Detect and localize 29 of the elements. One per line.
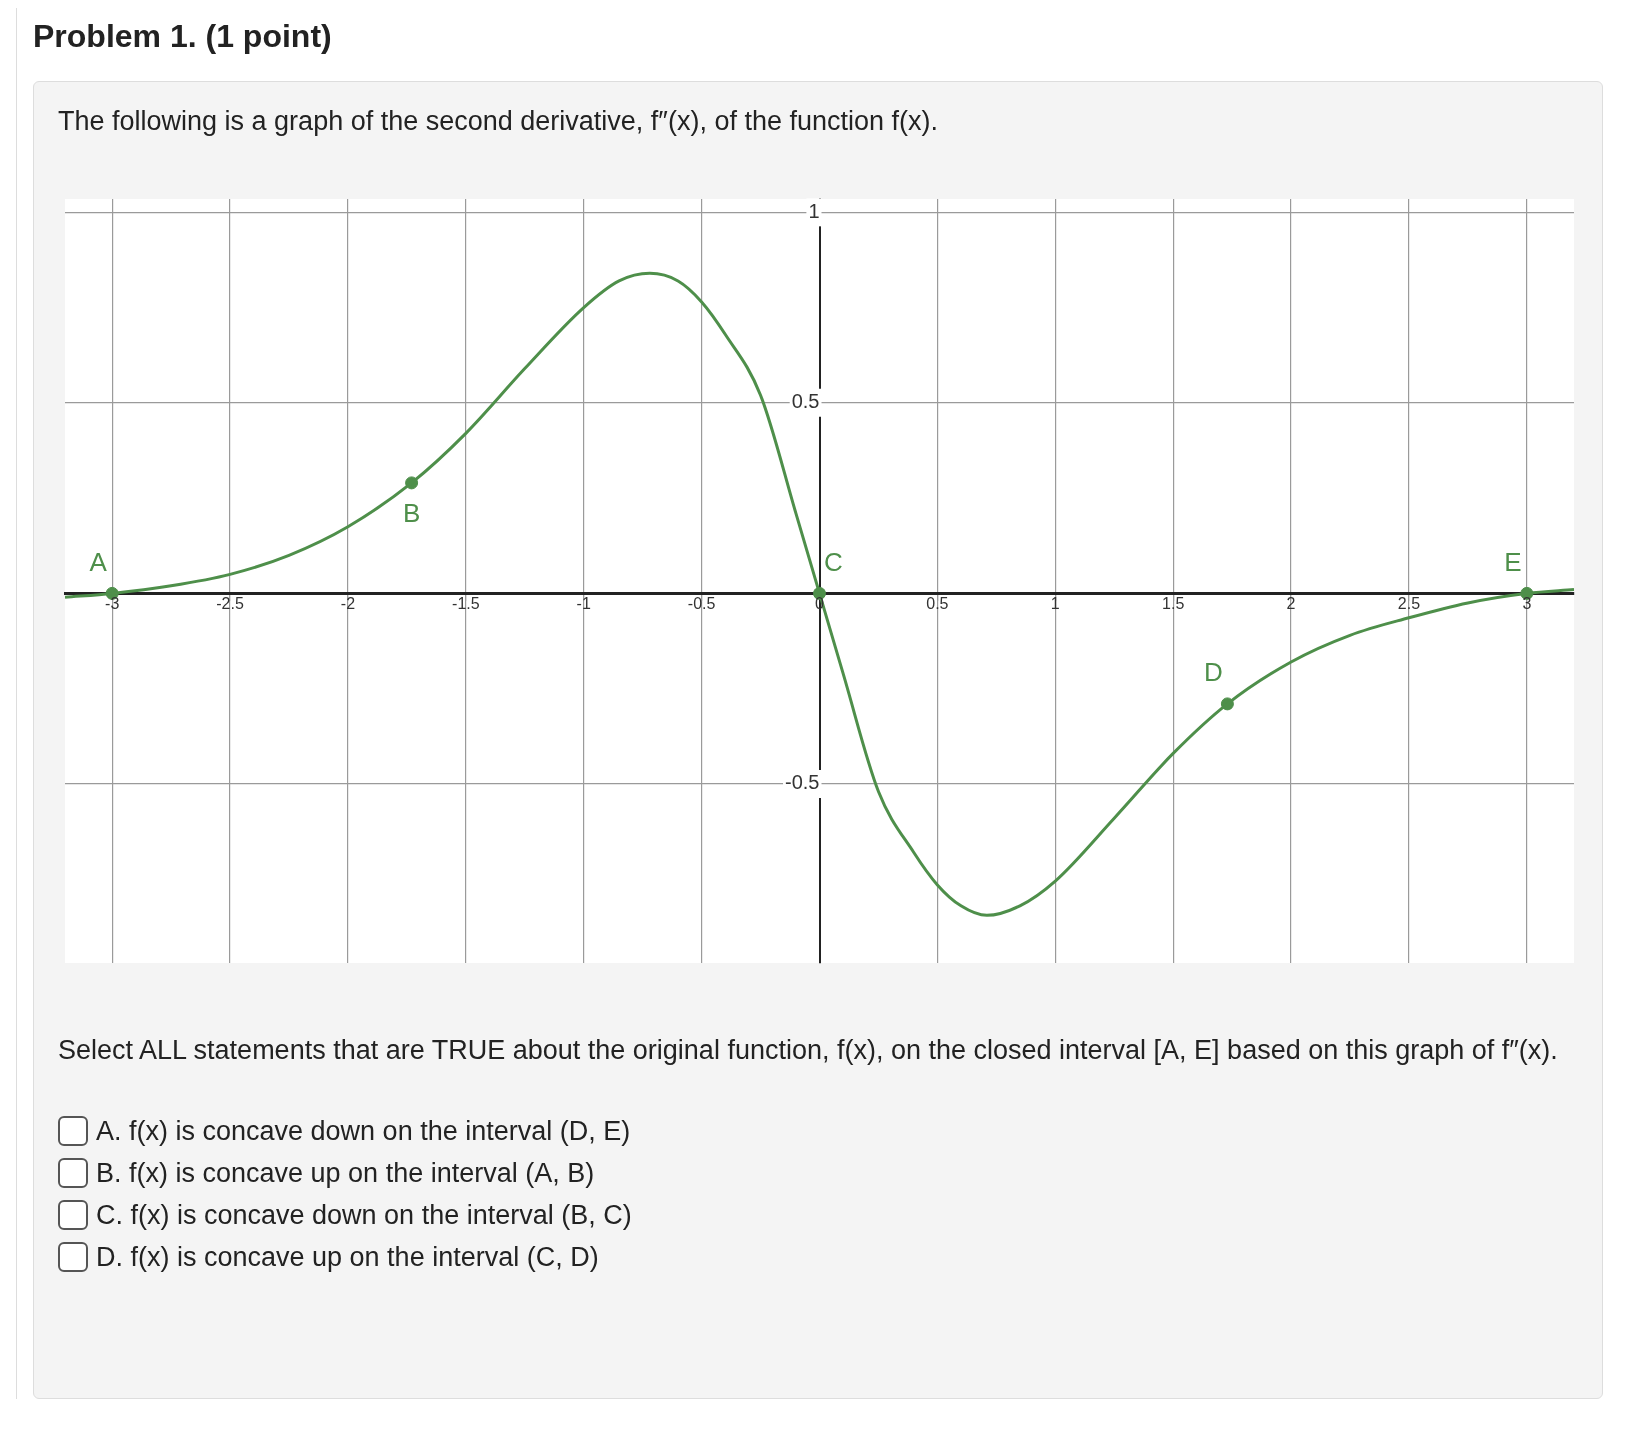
x-tick-label: -2.5 [216, 594, 244, 612]
x-tick-label: -1.5 [452, 594, 480, 612]
chart-subtitle: The following is a graph of the second derivative, f″(x), of the function f(x). [58, 106, 939, 137]
annotation: C [824, 546, 843, 577]
x-tick-label: 3 [1522, 594, 1532, 612]
x-tick-label: 0 [815, 594, 825, 612]
annotation: D [1204, 657, 1223, 688]
x-tick-label: 1 [1050, 594, 1060, 612]
x-tick-label: 2 [1286, 594, 1296, 612]
y-tick-label: 0.5 [791, 390, 820, 413]
annotation: B [402, 498, 421, 529]
y-tick-label: 1 [808, 199, 820, 222]
text: B. f(x) is concave up on the interval (A, B) [96, 1157, 595, 1189]
text: D. f(x) is concave up on the interval (C, D) [96, 1241, 599, 1273]
x-tick-label: -1 [576, 594, 591, 612]
chart-title: Problem 1. (1 point) [33, 17, 333, 56]
annotation: A [89, 546, 108, 577]
x-tick-label: 0.5 [926, 594, 949, 612]
text: A. f(x) is concave down on the interval (D, E) [96, 1115, 631, 1147]
text: Select ALL statements that are TRUE about the original function, f(x), on the closed interval [A, E] based on this graph of f″(x). [58, 1034, 1559, 1067]
x-tick-label: -0.5 [687, 594, 716, 612]
x-tick-label: 1.5 [1162, 594, 1185, 612]
x-tick-label: 2.5 [1397, 594, 1421, 612]
text: C. f(x) is concave down on the interval (B, C) [96, 1199, 632, 1231]
x-tick-label: -3 [105, 594, 120, 612]
x-tick-label: -2 [340, 594, 356, 612]
y-tick-label: -0.5 [785, 771, 820, 794]
line-series [65, 271, 1574, 917]
annotation: E [1504, 546, 1522, 577]
